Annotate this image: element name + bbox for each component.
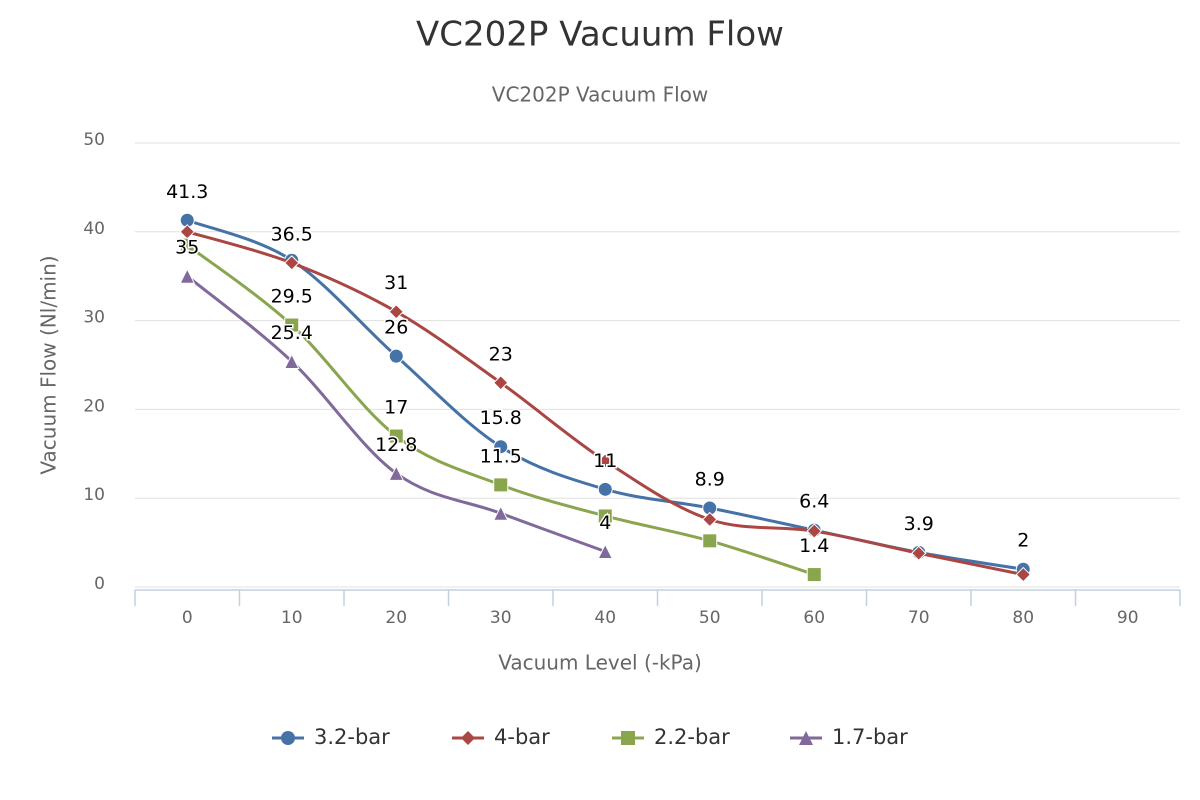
chart-subtitle: VC202P Vacuum Flow — [492, 83, 708, 107]
marker — [806, 567, 822, 583]
data-label: 26 — [384, 317, 408, 339]
y-tick-label: 50 — [83, 130, 105, 150]
marker — [284, 255, 300, 271]
data-label: 15.8 — [480, 407, 522, 429]
legend-item[interactable]: 3.2-bar — [272, 725, 390, 749]
chart-title: VC202P Vacuum Flow — [416, 15, 784, 55]
data-label: 4 — [599, 512, 611, 534]
data-label: 25.4 — [271, 322, 313, 344]
x-tick-label: 20 — [385, 608, 407, 628]
x-tick-label: 0 — [182, 608, 193, 628]
legend-item[interactable]: 2.2-bar — [612, 725, 730, 749]
x-tick-label: 70 — [908, 608, 930, 628]
marker — [493, 477, 509, 493]
x-axis-title: Vacuum Level (-kPa) — [498, 651, 702, 675]
y-axis-title: Vacuum Flow (Nl/min) — [37, 255, 61, 474]
y-tick-label: 0 — [94, 574, 105, 594]
x-tick-label: 90 — [1117, 608, 1139, 628]
data-label: 6.4 — [799, 491, 829, 513]
marker — [179, 268, 196, 284]
marker — [597, 453, 613, 469]
data-label: 17 — [384, 397, 408, 419]
legend-label: 3.2-bar — [314, 725, 390, 749]
marker — [597, 508, 613, 524]
marker — [461, 731, 475, 745]
marker — [597, 543, 614, 559]
data-label: 3.9 — [904, 513, 934, 535]
marker — [388, 465, 405, 481]
marker — [492, 505, 509, 521]
marker — [283, 353, 300, 369]
marker — [702, 533, 718, 549]
marker — [281, 731, 295, 745]
data-label: 41.3 — [166, 181, 208, 203]
marker — [1015, 566, 1031, 583]
legend-label: 1.7-bar — [832, 725, 908, 749]
marker — [621, 731, 635, 745]
legend-label: 2.2-bar — [654, 725, 730, 749]
marker — [388, 428, 404, 444]
data-label: 36.5 — [271, 223, 313, 245]
y-tick-label: 20 — [83, 396, 105, 416]
marker — [388, 304, 404, 320]
x-tick-label: 60 — [803, 608, 825, 628]
data-label: 29.5 — [271, 286, 313, 308]
data-label: 11 — [593, 450, 617, 472]
x-tick-label: 40 — [594, 608, 616, 628]
data-label: 35 — [175, 237, 199, 259]
marker — [493, 375, 509, 391]
marker — [597, 481, 613, 497]
y-tick-label: 10 — [83, 485, 105, 505]
legend-item[interactable]: 1.7-bar — [790, 725, 908, 749]
y-tick-label: 40 — [83, 219, 105, 239]
marker — [493, 439, 509, 455]
data-label: 8.9 — [695, 468, 725, 490]
marker — [702, 511, 718, 528]
legend-label: 4-bar — [494, 725, 550, 749]
data-label: 2 — [1017, 530, 1029, 552]
data-label: 11.5 — [480, 445, 522, 467]
x-tick-label: 80 — [1012, 608, 1034, 628]
x-tick-label: 50 — [699, 608, 721, 628]
data-label: 31 — [384, 272, 408, 294]
x-tick-label: 30 — [490, 608, 512, 628]
marker — [911, 545, 927, 561]
legend-item[interactable]: 4-bar — [452, 725, 550, 749]
marker — [284, 317, 300, 333]
marker — [799, 731, 813, 745]
marker — [179, 237, 195, 253]
data-label: 23 — [489, 343, 513, 365]
data-label: 12.8 — [375, 434, 417, 456]
data-label: 1.4 — [799, 535, 829, 557]
marker — [388, 348, 404, 364]
marker — [806, 523, 822, 539]
series-line — [186, 275, 606, 553]
y-tick-label: 30 — [83, 308, 105, 328]
x-tick-label: 10 — [281, 608, 303, 628]
